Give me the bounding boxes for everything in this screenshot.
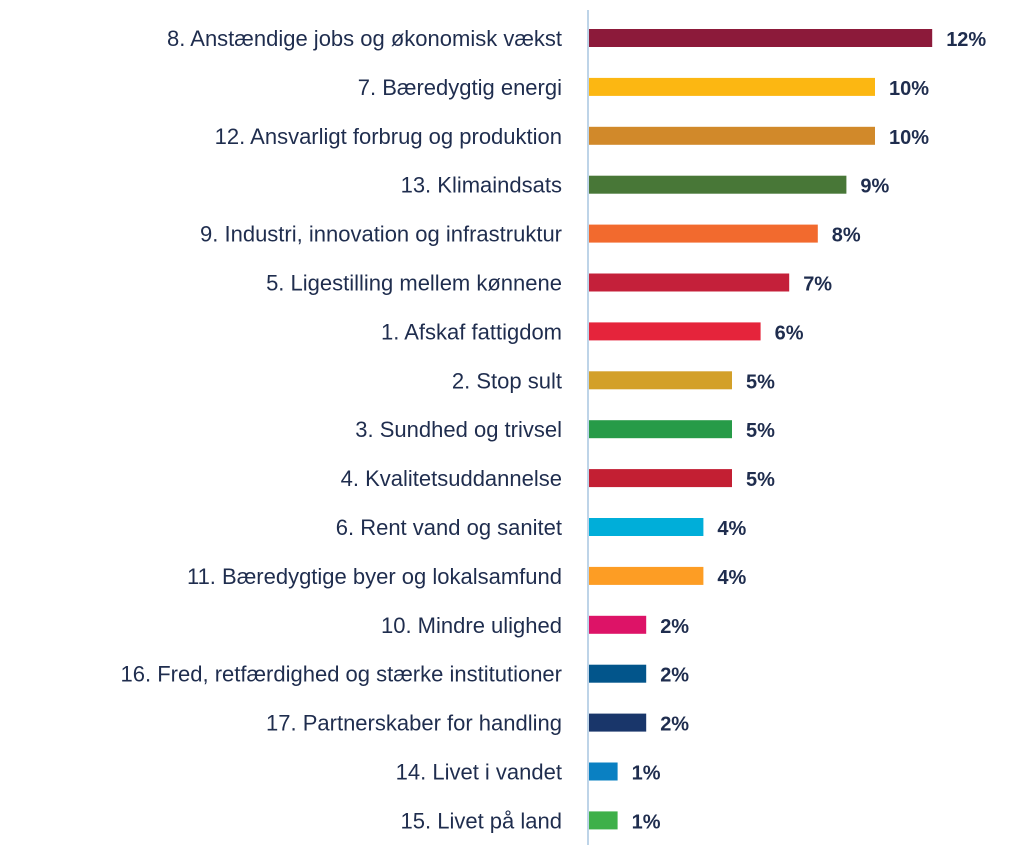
value-label: 4%: [717, 567, 746, 589]
bar: [589, 664, 647, 683]
value-label: 5%: [746, 469, 775, 491]
value-label: 5%: [746, 420, 775, 442]
bar: [589, 322, 761, 341]
category-label: 10. Mindre ulighed: [381, 613, 562, 638]
bar: [589, 224, 818, 243]
bar: [589, 566, 704, 585]
category-label: 1. Afskaf fattigdom: [381, 319, 562, 344]
category-label: 14. Livet i vandet: [396, 760, 562, 785]
bar: [589, 615, 647, 634]
category-label: 13. Klimaindsats: [401, 173, 562, 198]
category-label: 11. Bæredygtige byer og lokalsamfund: [187, 564, 562, 589]
category-label: 3. Sundhed og trivsel: [355, 417, 562, 442]
bar: [589, 175, 847, 194]
category-label: 12. Ansvarligt forbrug og produktion: [215, 124, 562, 149]
value-label: 12%: [946, 29, 986, 51]
category-label: 9. Industri, innovation og infrastruktur: [200, 222, 562, 247]
bar: [589, 126, 875, 145]
category-label: 17. Partnerskaber for handling: [266, 711, 562, 736]
category-label: 16. Fred, retfærdighed og stærke institu…: [121, 662, 562, 687]
value-label: 4%: [717, 518, 746, 540]
value-label: 7%: [803, 274, 832, 296]
category-label: 4. Kvalitetsuddannelse: [341, 466, 562, 491]
bar: [589, 273, 790, 292]
value-label: 5%: [746, 371, 775, 393]
value-label: 1%: [632, 811, 661, 833]
category-label: 7. Bæredygtig energi: [358, 75, 562, 100]
bar: [589, 713, 647, 732]
category-label: 2. Stop sult: [452, 368, 562, 393]
value-label: 9%: [860, 176, 889, 198]
category-label: 8. Anstændige jobs og økonomisk vækst: [167, 26, 562, 51]
category-label: 15. Livet på land: [401, 808, 562, 833]
bar: [589, 518, 704, 536]
bar: [589, 469, 732, 488]
value-label: 1%: [632, 763, 661, 785]
bar: [589, 77, 875, 96]
category-label: 6. Rent vand og sanitet: [336, 515, 562, 540]
bar: [589, 762, 618, 781]
bar: [589, 29, 933, 47]
bars-group: 8. Anstændige jobs og økonomisk vækst 12%…: [121, 26, 987, 833]
bar: [589, 371, 732, 390]
value-label: 2%: [660, 714, 689, 736]
value-label: 8%: [832, 225, 861, 247]
value-label: 2%: [660, 616, 689, 638]
value-label: 10%: [889, 78, 929, 100]
value-label: 10%: [889, 127, 929, 149]
category-label: 5. Ligestilling mellem kønnene: [266, 271, 562, 296]
bar: [589, 811, 618, 830]
bar: [589, 420, 732, 439]
value-label: 6%: [775, 322, 804, 344]
value-label: 2%: [660, 665, 689, 687]
